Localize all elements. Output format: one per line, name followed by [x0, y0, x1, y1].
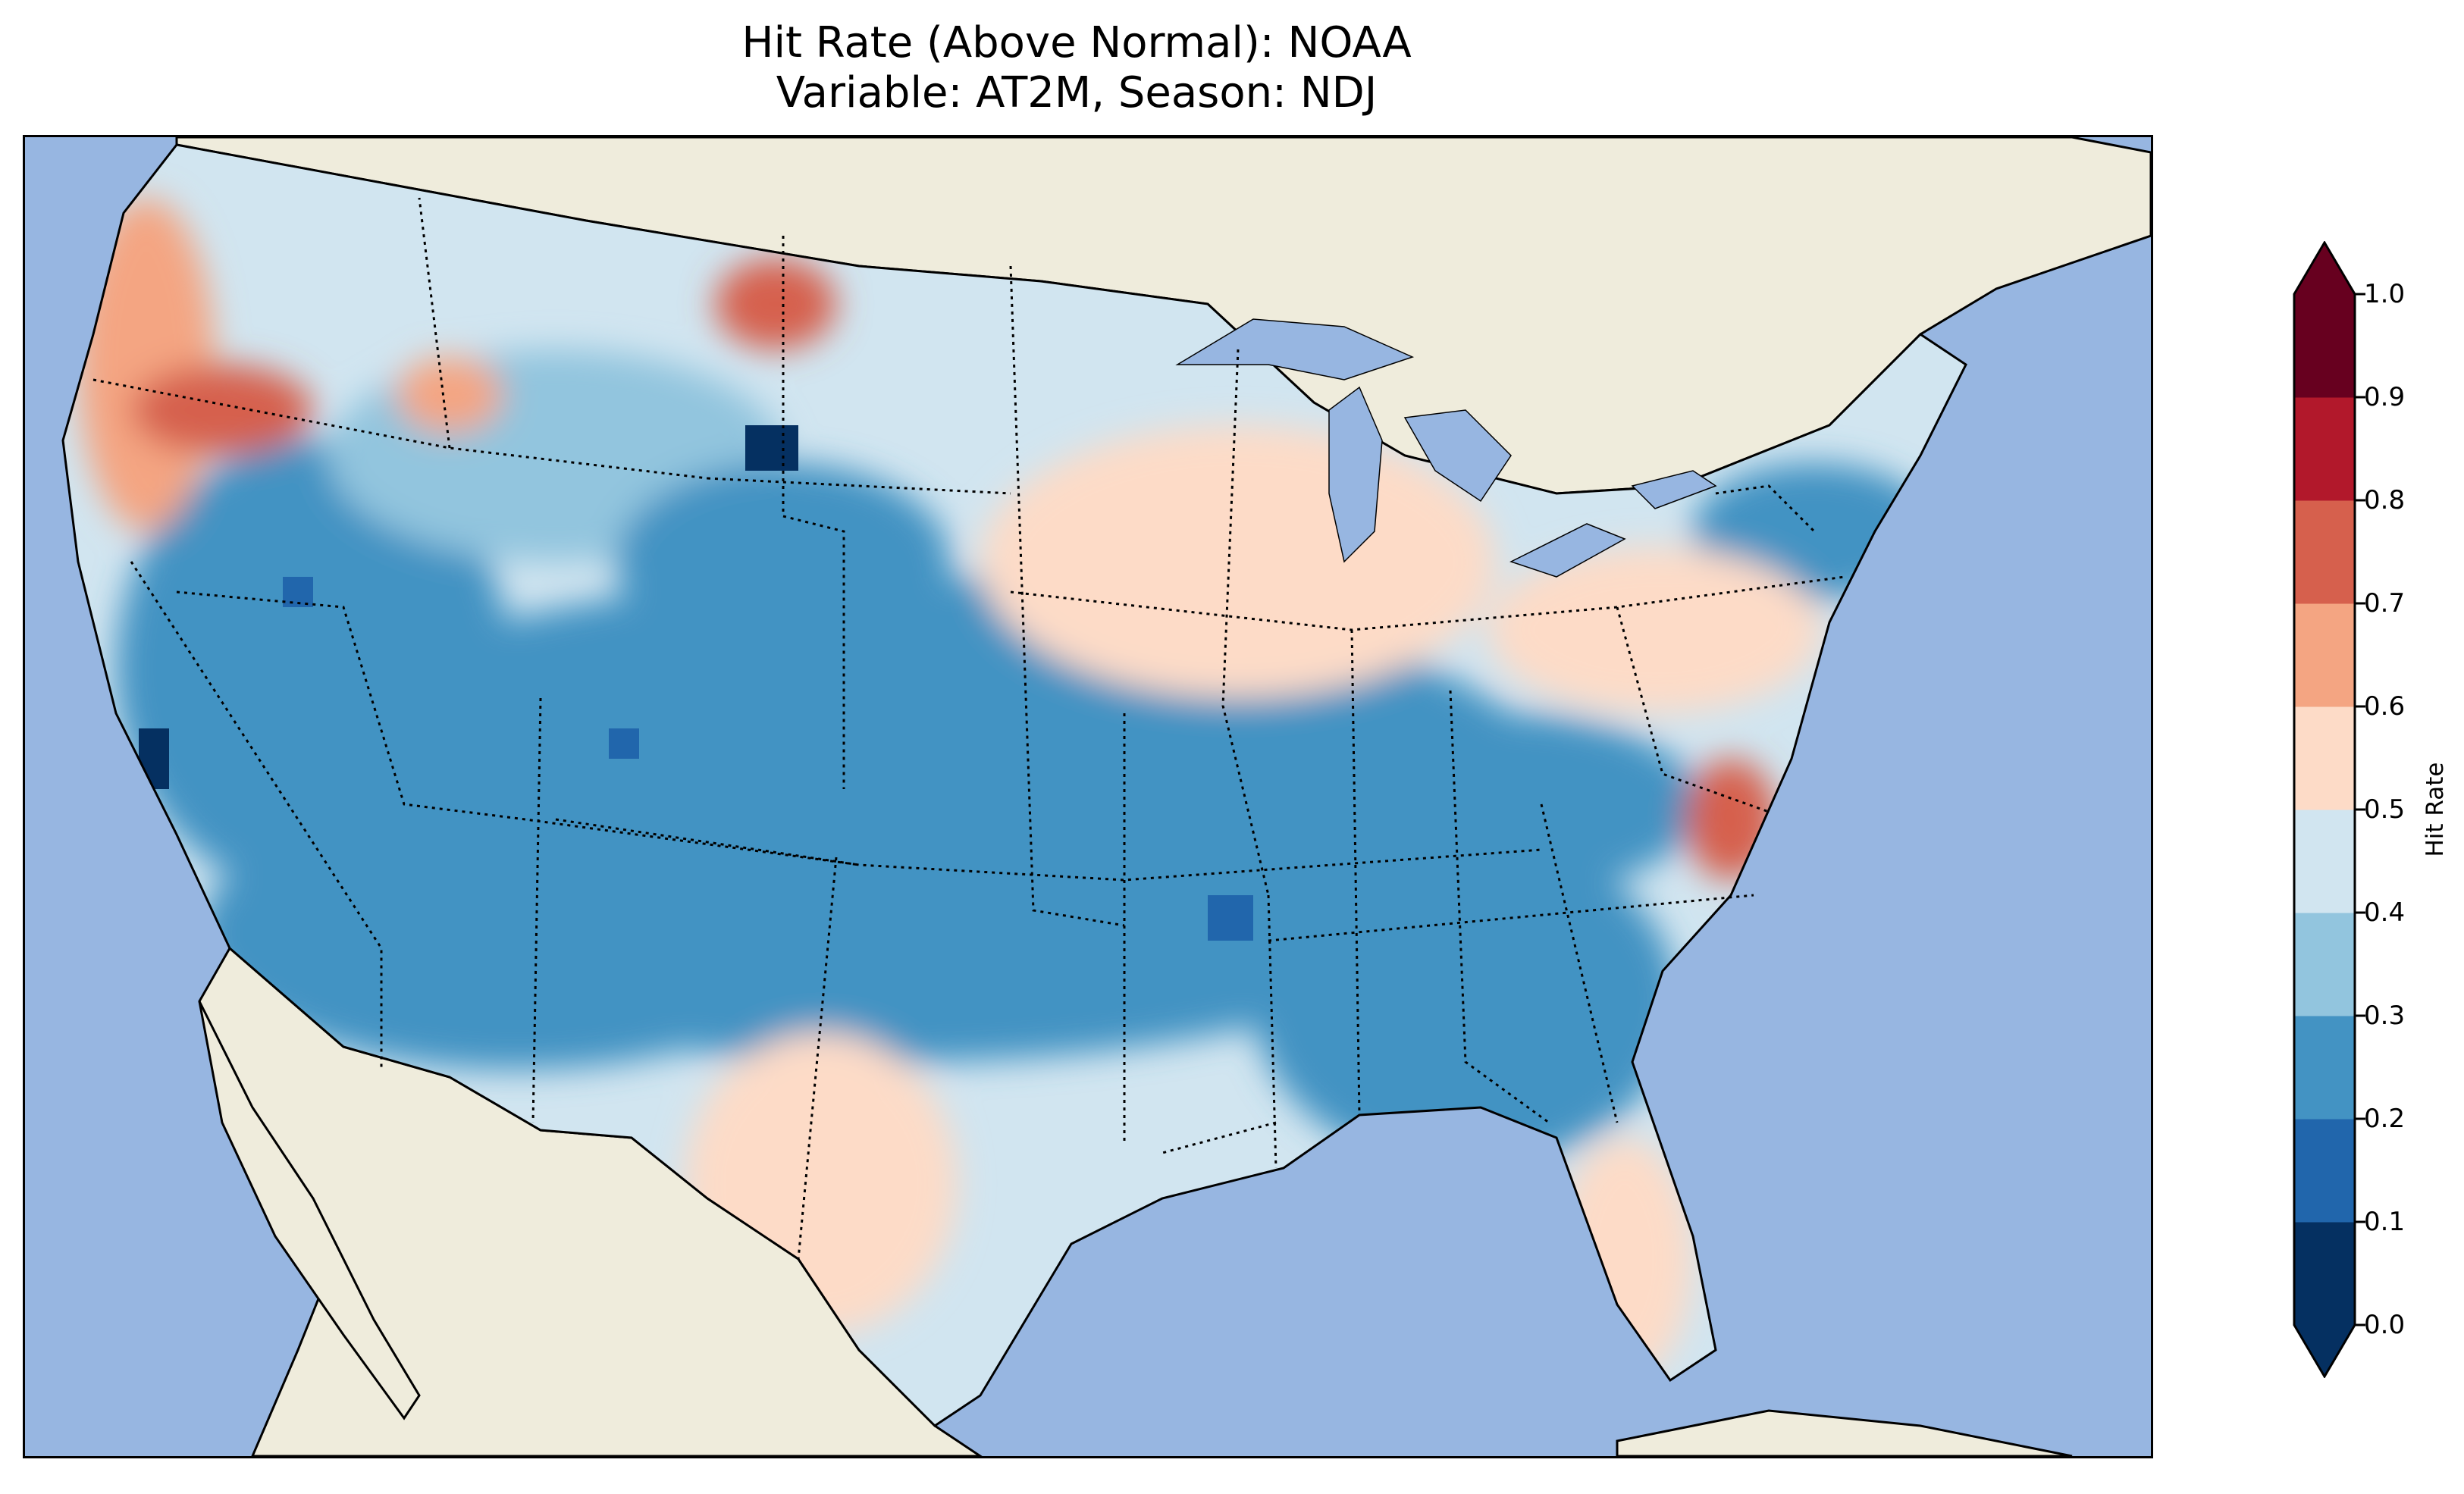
colorbar-label: Hit Rate [2422, 762, 2449, 857]
colorbar-over-arrow [2294, 241, 2355, 294]
state-borders [92, 197, 1845, 1260]
lake-superior [1175, 318, 1415, 381]
region-wyoming-band [616, 463, 950, 660]
colorbar-tick-label: 0.8 [2364, 485, 2406, 515]
colorbar-tick-label: 0.1 [2364, 1207, 2406, 1237]
region-great-basin [116, 440, 510, 895]
colorbar-tick-label: 0.7 [2364, 588, 2406, 619]
colorbar-segment [2294, 1119, 2355, 1223]
region-oregon-interior [131, 365, 313, 456]
colorbar-segment [2294, 706, 2355, 810]
colorbar-tick-label: 0.3 [2364, 1001, 2406, 1031]
colorbar-segment [2294, 397, 2355, 501]
lake-michigan [1328, 386, 1383, 563]
region-wyoming-north [745, 425, 798, 471]
colorbar-segment [2294, 294, 2355, 398]
region-idaho-pink [397, 357, 503, 433]
lake-erie [1509, 523, 1626, 578]
region-california-central [139, 728, 169, 789]
region-north-carolina-coast [1685, 759, 1776, 880]
colorbar-segment [2294, 500, 2355, 604]
us-coastline [61, 143, 1967, 1427]
region-upper-midwest [980, 425, 1496, 698]
lake-ontario [1631, 470, 1717, 509]
colorbar-segment [2294, 913, 2355, 1016]
map-panel [23, 135, 2153, 1458]
great-lakes [1175, 318, 1717, 578]
colorbar-tick-label: 1.0 [2364, 279, 2406, 309]
colorbar-tick-label: 0.6 [2364, 691, 2406, 722]
region-pacific-northwest-coast [78, 198, 215, 531]
title-line-2: Variable: AT2M, Season: NDJ [776, 68, 1378, 117]
colorbar-svg [2293, 240, 2365, 1379]
cuba-land [1616, 1409, 2073, 1456]
colorbar-tick-label: 0.0 [2364, 1310, 2406, 1340]
colorbar-tick-label: 0.9 [2364, 382, 2406, 412]
colorbar-segment [2294, 603, 2355, 707]
colorbar-segment [2294, 1016, 2355, 1120]
colorbar-tick-label: 0.4 [2364, 897, 2406, 928]
region-ohio-valley [1306, 713, 1701, 895]
colorbar [2271, 240, 2393, 1379]
region-colorado-dark [609, 728, 639, 759]
lake-huron [1403, 409, 1512, 503]
baja-land [198, 1001, 421, 1420]
region-tennessee-dark [1208, 895, 1253, 941]
hotspots [139, 425, 1253, 941]
region-mid-atlantic [1488, 547, 1822, 713]
land [175, 137, 2151, 1456]
title-line-1: Hit Rate (Above Normal): NOAA [741, 18, 1412, 67]
colorbar-tick-label: 0.5 [2364, 794, 2406, 825]
colorbar-under-arrow [2294, 1325, 2355, 1378]
chart-title: Hit Rate (Above Normal): NOAA Variable: … [0, 18, 2153, 118]
region-montana-north [715, 258, 836, 349]
colorbar-segment [2294, 1222, 2355, 1326]
map-svg [61, 137, 2151, 1456]
colorbar-tick-label: 0.2 [2364, 1104, 2406, 1134]
region-southwest [199, 797, 836, 1070]
colorbar-segment [2294, 810, 2355, 913]
